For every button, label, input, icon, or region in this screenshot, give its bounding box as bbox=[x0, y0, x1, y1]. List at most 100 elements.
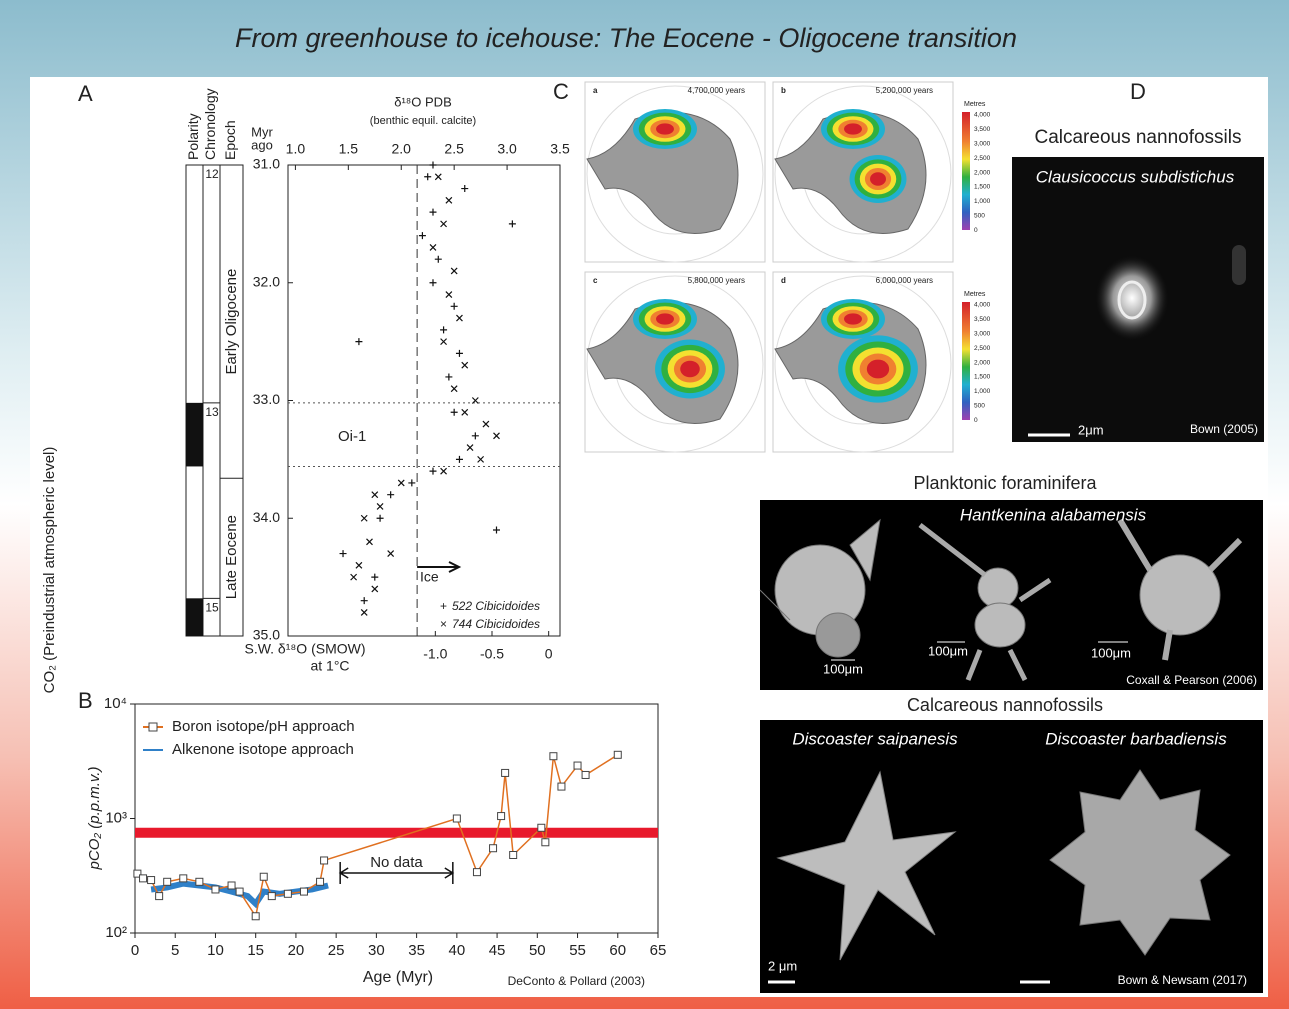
slide-title: From greenhouse to icehouse: The Eocene … bbox=[235, 23, 1017, 53]
data-point bbox=[429, 208, 437, 216]
legend-label: 744 Cibicidoides bbox=[452, 617, 540, 631]
column-header: Polarity bbox=[185, 113, 201, 160]
data-point bbox=[434, 173, 442, 181]
scale-label: 0 bbox=[974, 417, 978, 424]
data-point bbox=[492, 526, 500, 534]
data-point bbox=[259, 872, 268, 881]
data-point bbox=[339, 550, 347, 558]
data-point bbox=[360, 609, 368, 616]
data-point bbox=[355, 338, 363, 346]
x-tick-label: 0 bbox=[131, 942, 139, 959]
x-tick-label: 45 bbox=[489, 942, 506, 959]
scale-label: 3,000 bbox=[974, 331, 991, 338]
scale-label: 0 bbox=[974, 227, 978, 234]
data-point bbox=[371, 491, 379, 499]
ice-sheet bbox=[844, 123, 862, 135]
x-tick-label: 1.5 bbox=[339, 141, 359, 157]
data-point bbox=[366, 538, 373, 546]
data-point bbox=[376, 503, 384, 510]
data-point bbox=[557, 782, 566, 791]
data-point bbox=[267, 892, 276, 901]
species-name: Hantkenina alabamensis bbox=[960, 505, 1147, 524]
y-tick-label: 32.0 bbox=[253, 273, 280, 289]
scale-label: 100μm bbox=[1091, 645, 1131, 660]
data-point bbox=[227, 881, 236, 890]
side-label: CO₂ (Preindustrial atmospheric level) bbox=[41, 447, 58, 694]
data-point bbox=[613, 750, 622, 759]
scale-label: 2,000 bbox=[974, 169, 991, 176]
x2-tick-label: -1.0 bbox=[423, 646, 447, 662]
data-point bbox=[424, 173, 432, 181]
section-title: Planktonic foraminifera bbox=[913, 473, 1097, 493]
graticule bbox=[774, 275, 952, 453]
data-point bbox=[408, 479, 416, 487]
x-tick-label: 35 bbox=[408, 942, 425, 959]
discoaster bbox=[1049, 769, 1231, 956]
x-tick-label: 15 bbox=[247, 942, 264, 959]
x2-axis-title: at 1°C bbox=[310, 658, 349, 674]
data-point bbox=[455, 455, 463, 463]
panel-label: B bbox=[78, 688, 93, 713]
data-point bbox=[471, 432, 479, 440]
data-point bbox=[450, 408, 458, 416]
data-point bbox=[429, 279, 437, 287]
color-scale bbox=[962, 112, 970, 230]
legend-marker: × bbox=[440, 617, 447, 631]
panel-label: A bbox=[78, 81, 93, 106]
data-point bbox=[434, 255, 442, 263]
data-point bbox=[450, 302, 458, 310]
data-point bbox=[418, 232, 426, 240]
source: DeConto & Pollard (2003) bbox=[508, 974, 645, 988]
x-tick-label: 60 bbox=[609, 942, 626, 959]
data-point bbox=[440, 467, 448, 475]
graticule bbox=[774, 85, 952, 263]
map-label: c bbox=[593, 276, 598, 285]
scale-title: Metres bbox=[964, 101, 986, 108]
data-point bbox=[155, 892, 164, 901]
ice-sheet bbox=[866, 359, 890, 379]
x-tick-label: 5 bbox=[171, 942, 179, 959]
data-point bbox=[429, 467, 437, 475]
data-point bbox=[299, 887, 308, 896]
data-point bbox=[456, 314, 463, 322]
graticule bbox=[586, 275, 764, 453]
epoch-label: Early Oligocene bbox=[223, 269, 240, 375]
data-point bbox=[477, 455, 485, 463]
data-point bbox=[466, 444, 474, 452]
x-tick-label: 20 bbox=[288, 942, 305, 959]
scale-label: 3,500 bbox=[974, 316, 991, 323]
epoch-label: Late Eocene bbox=[223, 515, 240, 599]
map-years: 5,800,000 years bbox=[688, 276, 745, 285]
scale-label: 2,500 bbox=[974, 155, 991, 162]
x-tick-label: 40 bbox=[449, 942, 466, 959]
x2-tick-label: -0.5 bbox=[480, 646, 504, 662]
data-point bbox=[147, 876, 156, 885]
y-tick-label: 10² bbox=[105, 924, 127, 941]
y-tick-label: 10⁴ bbox=[104, 695, 127, 712]
map-years: 5,200,000 years bbox=[876, 86, 933, 95]
panel-d: Calcareous nannofossils Clausicoccus sub… bbox=[759, 127, 1264, 993]
map-label: a bbox=[593, 86, 598, 95]
panel-label: C bbox=[553, 79, 569, 104]
map-label: d bbox=[781, 276, 786, 285]
scale-title: Metres bbox=[964, 291, 986, 298]
x-tick-label: 65 bbox=[650, 942, 667, 959]
scale-label: 1,000 bbox=[974, 388, 991, 395]
data-point bbox=[471, 397, 479, 404]
data-point bbox=[455, 349, 463, 357]
y-tick-label: 35.0 bbox=[253, 627, 280, 643]
ice-sheet bbox=[656, 123, 674, 135]
data-point bbox=[508, 220, 516, 228]
data-point bbox=[472, 868, 481, 877]
x2-tick-label: 0 bbox=[545, 646, 553, 662]
x-tick-label: 3.0 bbox=[497, 141, 517, 157]
panel-label: D bbox=[1130, 79, 1146, 104]
source: Coxall & Pearson (2006) bbox=[1126, 673, 1257, 687]
graticule bbox=[586, 85, 764, 263]
annotation: No data bbox=[370, 854, 423, 871]
data-point bbox=[360, 597, 368, 605]
x2-axis-title: S.W. δ¹⁸O (SMOW) bbox=[244, 641, 365, 657]
x-axis-subtitle: (benthic equil. calcite) bbox=[370, 115, 476, 127]
